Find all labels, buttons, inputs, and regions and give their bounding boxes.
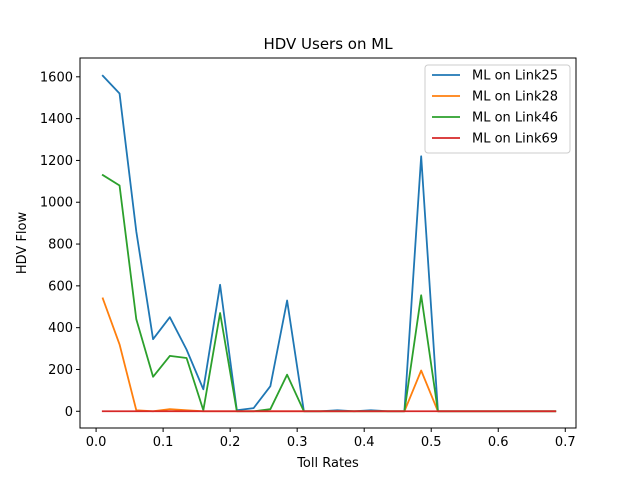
y-tick-label: 600 (48, 279, 73, 294)
legend-box (424, 64, 571, 154)
y-tick-label: 1200 (40, 154, 73, 169)
x-tick-label: 0.0 (86, 435, 107, 450)
x-tick-label: 0.2 (220, 435, 241, 450)
y-tick-label: 1400 (40, 112, 73, 127)
y-tick-label: 1600 (40, 70, 73, 85)
y-tick-label: 200 (48, 363, 73, 378)
y-tick-label: 0 (65, 405, 73, 420)
legend-label: ML on Link46 (472, 111, 558, 126)
y-axis-label: HDV Flow (15, 212, 30, 275)
y-tick-label: 400 (48, 321, 73, 336)
y-tick-label: 800 (48, 238, 73, 253)
legend-label: ML on Link25 (472, 69, 558, 84)
legend-label: ML on Link69 (472, 132, 558, 147)
x-tick-label: 0.3 (287, 435, 308, 450)
legend-label: ML on Link28 (472, 90, 558, 105)
series-lines (101, 74, 557, 413)
x-tick-label: 0.5 (421, 435, 442, 450)
plot-frame (79, 57, 577, 429)
x-axis-ticks: 0.0 0.1 0.2 0.3 0.4 0.5 0.6 0.7 (86, 428, 576, 450)
y-axis-ticks: 0 200 400 600 800 1000 1200 1400 1600 (40, 70, 80, 420)
chart-title: HDV Users on ML (263, 35, 393, 53)
x-axis-label: Toll Rates (296, 456, 359, 471)
x-tick-label: 0.4 (354, 435, 375, 450)
y-tick-label: 1000 (40, 196, 73, 211)
legend: ML on Link25 ML on Link28 ML on Link46 ML o… (424, 64, 571, 154)
x-tick-label: 0.7 (555, 435, 576, 450)
x-tick-label: 0.6 (488, 435, 509, 450)
x-tick-label: 0.1 (153, 435, 174, 450)
